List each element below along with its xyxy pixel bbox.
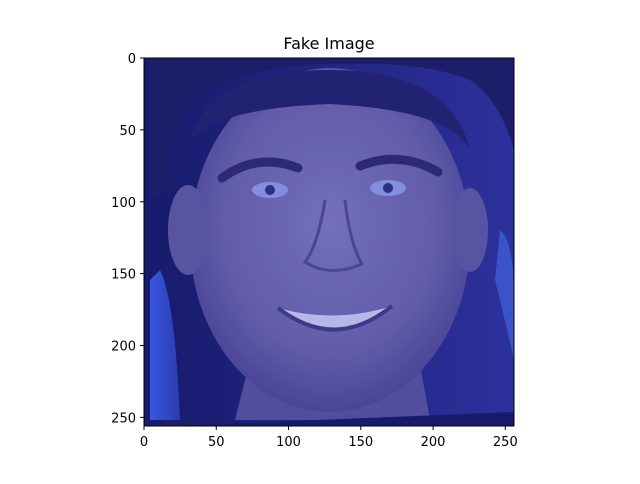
x-tick-label: 100 bbox=[276, 435, 301, 450]
bottom-dark-band bbox=[170, 412, 514, 426]
y-tick-label: 100 bbox=[111, 196, 136, 211]
y-tick-label: 50 bbox=[119, 124, 136, 139]
x-tick-label: 200 bbox=[421, 435, 446, 450]
right-background-light bbox=[495, 230, 514, 360]
y-tick-label: 150 bbox=[111, 268, 136, 283]
right-pupil bbox=[383, 183, 393, 193]
axes-frame bbox=[143, 57, 515, 427]
x-tick-label: 150 bbox=[348, 435, 373, 450]
right-ear bbox=[452, 188, 488, 272]
left-pupil bbox=[265, 185, 275, 195]
left-shoulder-light bbox=[150, 270, 180, 420]
x-tick-label: 50 bbox=[208, 435, 225, 450]
mouth-line bbox=[276, 304, 394, 332]
hair-top bbox=[190, 70, 470, 150]
hair bbox=[150, 58, 514, 200]
y-tick-label: 0 bbox=[128, 52, 136, 67]
left-eyebrow bbox=[217, 157, 303, 183]
image-tint-overlay bbox=[144, 58, 514, 426]
x-tick-label: 250 bbox=[493, 435, 518, 450]
y-tick-label: 250 bbox=[111, 411, 136, 426]
image-heatmap bbox=[144, 58, 514, 426]
right-eyebrow bbox=[355, 154, 443, 177]
left-ear bbox=[168, 185, 208, 275]
nose bbox=[302, 199, 365, 272]
chart-title: Fake Image bbox=[283, 34, 374, 53]
y-axis: 0 50 100 150 200 250 bbox=[111, 52, 144, 426]
y-tick-label: 200 bbox=[111, 340, 136, 355]
x-tick-label: 0 bbox=[140, 435, 148, 450]
face bbox=[190, 68, 470, 412]
x-axis: 0 50 100 150 200 250 bbox=[140, 426, 518, 450]
